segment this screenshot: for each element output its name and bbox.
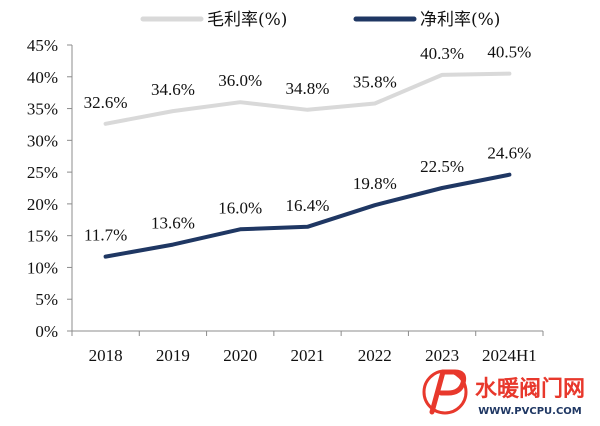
data-label: 40.3% bbox=[420, 44, 464, 63]
x-tick-label: 2023 bbox=[425, 346, 459, 365]
y-tick-label: 5% bbox=[35, 290, 58, 309]
legend-label-0: 毛利率(%) bbox=[207, 10, 287, 30]
data-label: 34.6% bbox=[151, 80, 195, 99]
y-tick-label: 10% bbox=[27, 258, 58, 277]
legend: 毛利率(%) 净利率(%) bbox=[140, 10, 500, 30]
data-label: 24.6% bbox=[487, 144, 531, 163]
data-label: 36.0% bbox=[218, 71, 262, 90]
series-layer bbox=[103, 71, 512, 259]
y-tick-label: 15% bbox=[27, 227, 58, 246]
y-tick-label: 0% bbox=[35, 322, 58, 341]
axes: 0% 5% 10% 15% 20% 25% 30% 35% 40% 45% 2018 2019 2020… bbox=[27, 36, 544, 365]
data-label: 16.4% bbox=[286, 196, 330, 215]
data-label: 40.5% bbox=[487, 43, 531, 62]
x-tick-label: 2024H1 bbox=[482, 346, 537, 365]
y-tick-label: 20% bbox=[27, 195, 58, 214]
watermark-name: 水暖阀门网 bbox=[475, 376, 585, 402]
data-label: 34.8% bbox=[286, 79, 330, 98]
x-tick-label: 2022 bbox=[358, 346, 392, 365]
x-tick-label: 2021 bbox=[291, 346, 325, 365]
data-label: 16.0% bbox=[218, 198, 262, 217]
data-label: 13.6% bbox=[151, 214, 195, 233]
watermark-url: WWW.PVCPU.COM bbox=[478, 406, 582, 417]
y-tick-label: 30% bbox=[27, 131, 58, 150]
data-label: 11.7% bbox=[84, 226, 127, 245]
data-label: 22.5% bbox=[420, 157, 464, 176]
x-tick-label: 2019 bbox=[156, 346, 190, 365]
data-label: 32.6% bbox=[84, 93, 128, 112]
legend-label-1: 净利率(%) bbox=[420, 10, 500, 30]
x-tick-label: 2020 bbox=[223, 346, 257, 365]
y-tick-label: 40% bbox=[27, 68, 58, 87]
x-tick-label: 2018 bbox=[89, 346, 123, 365]
data-label: 35.8% bbox=[353, 72, 397, 91]
watermark: 水暖阀门网 WWW.PVCPU.COM bbox=[422, 369, 585, 417]
data-label: 19.8% bbox=[353, 174, 397, 193]
series-line-0 bbox=[103, 71, 512, 126]
watermark-logo bbox=[422, 369, 468, 415]
series-line-1 bbox=[103, 172, 512, 259]
data-labels: 32.6% 34.6% 36.0% 34.8% 35.8% 40.3% 40.5% 11.7%… bbox=[84, 43, 532, 245]
y-tick-label: 45% bbox=[27, 36, 58, 55]
y-tick-label: 35% bbox=[27, 100, 58, 119]
y-tick-label: 25% bbox=[27, 163, 58, 182]
